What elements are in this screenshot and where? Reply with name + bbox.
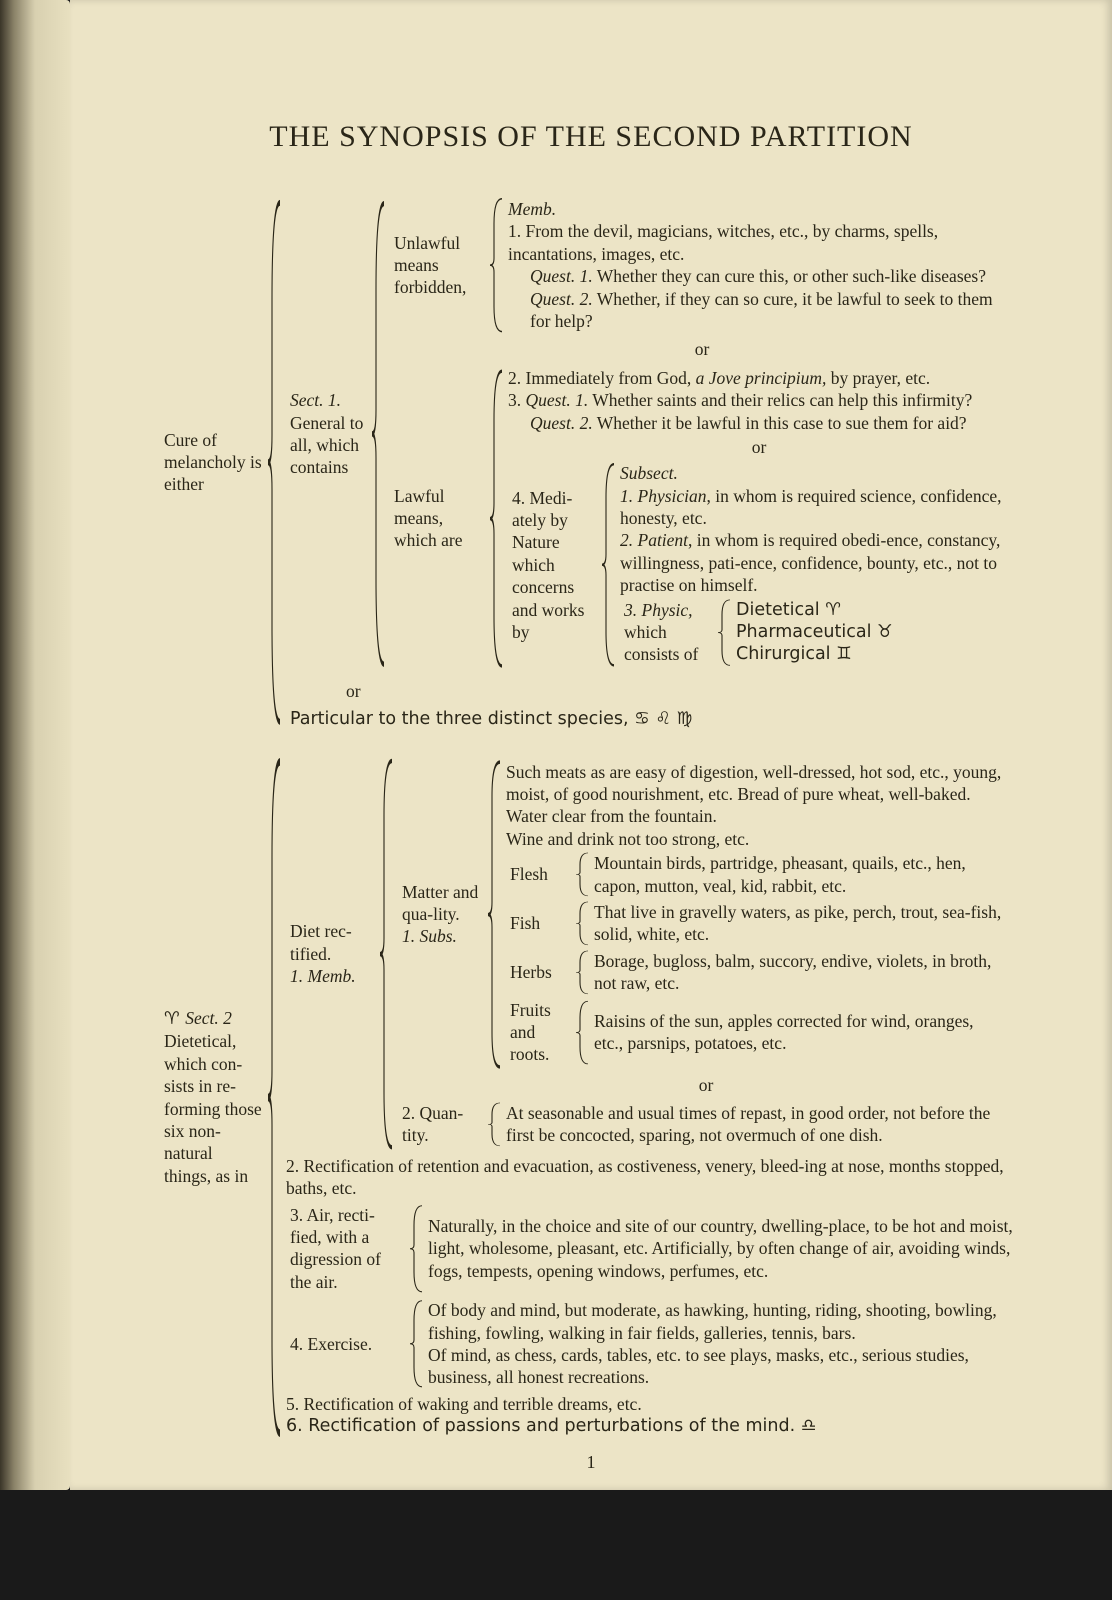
meats-bread: Such meats as are easy of digestion, wel… [506, 761, 1010, 806]
flesh-row: Flesh Mountain birds, partridge, pheasan… [506, 850, 1010, 899]
subsect-heading: Subsect. [620, 462, 1006, 484]
rectification-5: 5. Rectification of waking and terrible … [286, 1391, 1018, 1415]
brace [380, 757, 394, 1151]
brace [576, 948, 590, 997]
quantity-text: At seasonable and usual times of repast,… [502, 1100, 1014, 1149]
brace [410, 1202, 424, 1296]
subsect-3: 3. Physic, which consists of Dietetical … [620, 597, 1006, 668]
air-label: 3. Air, recti-fied, with a digression of… [286, 1202, 410, 1296]
memb-3-q2: Quest. 2. Whether it be lawful in this c… [508, 412, 1010, 434]
rectification-2: 2. Rectification of retention and evacua… [286, 1151, 1018, 1200]
quest-1-2: Quest. 2. Whether, if they can so cure, … [508, 288, 1010, 333]
air-text: Naturally, in the choice and site of our… [424, 1202, 1018, 1296]
subsect-1: 1. Physician, in whom is required scienc… [620, 485, 1006, 530]
herbs-row: Herbs Borage, bugloss, balm, succory, en… [506, 948, 1010, 997]
or-label: or [390, 334, 1014, 364]
memb-4: 4. Medi-ately by Nature which concerns a… [508, 460, 602, 670]
brace [490, 365, 504, 672]
page-number: 1 [160, 1452, 1022, 1473]
brace [718, 597, 732, 668]
unlawful-label: Unlawful means forbidden, [390, 196, 490, 334]
wine: Wine and drink not too strong, etc. [506, 828, 1010, 850]
book-spine [0, 0, 70, 1490]
fish-row: Fish That live in gravelly waters, as pi… [506, 899, 1010, 948]
brace [268, 755, 282, 1440]
rectification-6: 6. Rectification of passions and perturb… [286, 1415, 1018, 1437]
physic-dietetical: Dietetical ♈ [736, 599, 1002, 621]
lawful-label: Lawful means, which are [390, 365, 490, 672]
sect1: Sect. 1. General to all, which contains [286, 194, 372, 674]
brace [488, 759, 502, 1070]
subsect-2: 2. Patient, in whom is required obedi-en… [620, 529, 1006, 596]
or-label: or [286, 674, 1018, 708]
exercise-text: Of body and mind, but moderate, as hawki… [424, 1297, 1018, 1391]
book-page: THE SYNOPSIS OF THE SECOND PARTITION Cur… [70, 0, 1112, 1490]
memb-1: 1. From the devil, magicians, witches, e… [508, 220, 1010, 265]
or-label: or [508, 434, 1010, 460]
page-wrap: THE SYNOPSIS OF THE SECOND PARTITION Cur… [0, 0, 1112, 1600]
particular-species: Particular to the three distinct species… [286, 708, 1018, 730]
brace [488, 1100, 502, 1149]
diet-rectified: Diet rec-tified. 1. Memb. [286, 757, 380, 1151]
physic-pharmaceutical: Pharmaceutical ♉ [736, 621, 1002, 643]
brace [410, 1297, 424, 1391]
quest-1-1: Quest. 1. Whether they can cure this, or… [508, 265, 1010, 287]
brace [602, 460, 616, 670]
quantity-label: 2. Quan-tity. [398, 1100, 488, 1149]
brace [576, 997, 590, 1068]
sect1-label: Sect. 1. [290, 389, 368, 411]
brace [490, 196, 504, 334]
brace [576, 899, 590, 948]
fruits-row: Fruits and roots. Raisins of the sun, ap… [506, 997, 1010, 1068]
or-label: or [398, 1070, 1014, 1100]
matter-quality: Matter and qua-lity. 1. Subs. [398, 759, 488, 1070]
exercise-label: 4. Exercise. [286, 1297, 410, 1391]
sect2-label: Sect. 2 [185, 1008, 232, 1028]
sect2-text: Dietetical, which con-sists in re-formin… [164, 1030, 264, 1187]
sect2: ♈ Sect. 2 Dietetical, which con-sists in… [160, 755, 268, 1440]
memb-heading: Memb. [508, 198, 1010, 220]
memb-2: 2. Immediately from God, a Jove principi… [508, 367, 1010, 389]
brace [268, 192, 282, 733]
brace [372, 194, 386, 674]
sect1-text: General to all, which contains [290, 412, 368, 479]
page-title: THE SYNOPSIS OF THE SECOND PARTITION [160, 120, 1022, 154]
brace [576, 850, 590, 899]
memb-3-q1: 3. Quest. 1. Whether saints and their re… [508, 389, 1010, 411]
synopsis-tree: Cure of melancholy is either Sect. 1. Ge… [160, 192, 1022, 1440]
root-label: Cure of melancholy is either [160, 192, 268, 733]
water: Water clear from the fountain. [506, 805, 1010, 827]
physic-chirurgical: Chirurgical ♊ [736, 643, 1002, 665]
